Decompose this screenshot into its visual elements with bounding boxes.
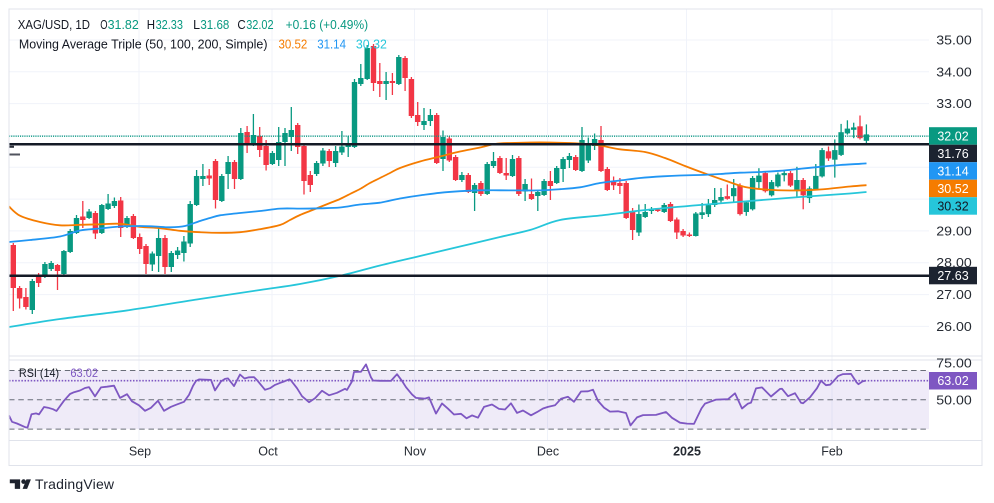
- svg-text:33.00: 33.00: [936, 96, 971, 111]
- svg-text:Dec: Dec: [537, 445, 559, 459]
- svg-text:32.02: 32.02: [937, 129, 968, 143]
- svg-text:Nov: Nov: [404, 445, 427, 459]
- svg-text:34.00: 34.00: [936, 64, 971, 79]
- svg-text:Oct: Oct: [258, 445, 278, 459]
- svg-text:35.00: 35.00: [936, 33, 971, 48]
- svg-text:Sep: Sep: [129, 445, 151, 459]
- svg-text:31.14: 31.14: [937, 164, 968, 178]
- svg-text:30.52: 30.52: [937, 182, 968, 196]
- svg-text:50.00: 50.00: [936, 392, 971, 407]
- svg-text:Moving Average Triple (50, 100: Moving Average Triple (50, 100, 200, Sim…: [19, 36, 387, 51]
- svg-text:28.00: 28.00: [936, 255, 971, 270]
- svg-text:27.00: 27.00: [936, 287, 971, 302]
- svg-text:TradingView: TradingView: [35, 476, 115, 492]
- svg-text:RSI (14)63.02: RSI (14) 63.02: [19, 366, 98, 380]
- svg-text:75.00: 75.00: [936, 356, 971, 371]
- svg-text:31.76: 31.76: [937, 147, 968, 161]
- svg-text:26.00: 26.00: [936, 319, 971, 334]
- svg-text:Feb: Feb: [821, 445, 843, 459]
- svg-text:30.32: 30.32: [937, 199, 968, 213]
- svg-text:27.63: 27.63: [937, 269, 968, 283]
- svg-text:63.02: 63.02: [937, 374, 968, 388]
- svg-text:2025: 2025: [673, 445, 701, 459]
- svg-text:29.00: 29.00: [936, 223, 971, 238]
